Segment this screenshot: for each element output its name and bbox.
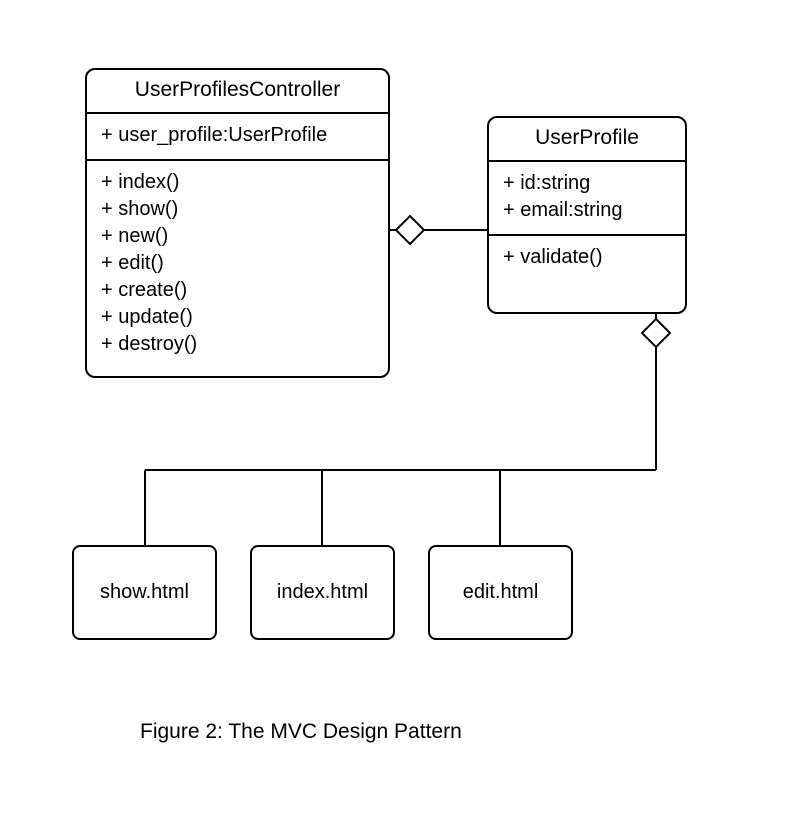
class-user-profile: UserProfile + id:string + email:string +… bbox=[487, 116, 687, 314]
class-attributes: + id:string + email:string bbox=[489, 162, 685, 236]
attr: + email:string bbox=[503, 197, 671, 224]
method: + validate() bbox=[503, 244, 671, 271]
class-title: UserProfilesController bbox=[87, 70, 388, 114]
attr: + id:string bbox=[503, 170, 671, 197]
class-attributes: + user_profile:UserProfile bbox=[87, 114, 388, 161]
class-user-profiles-controller: UserProfilesController + user_profile:Us… bbox=[85, 68, 390, 378]
view-index-html: index.html bbox=[250, 545, 395, 640]
method: + index() bbox=[101, 169, 374, 196]
class-title: UserProfile bbox=[489, 118, 685, 162]
view-show-html: show.html bbox=[72, 545, 217, 640]
method: + destroy() bbox=[101, 331, 374, 358]
method: + update() bbox=[101, 304, 374, 331]
method: + edit() bbox=[101, 250, 374, 277]
view-label: show.html bbox=[100, 581, 189, 604]
class-methods: + validate() bbox=[489, 236, 685, 281]
diagram-canvas: UserProfilesController + user_profile:Us… bbox=[0, 0, 800, 827]
attr: + user_profile:UserProfile bbox=[101, 122, 374, 149]
method: + create() bbox=[101, 277, 374, 304]
figure-caption: Figure 2: The MVC Design Pattern bbox=[140, 720, 462, 744]
method: + show() bbox=[101, 196, 374, 223]
class-methods: + index() + show() + new() + edit() + cr… bbox=[87, 161, 388, 368]
view-label: index.html bbox=[277, 581, 368, 604]
view-label: edit.html bbox=[463, 581, 539, 604]
view-edit-html: edit.html bbox=[428, 545, 573, 640]
method: + new() bbox=[101, 223, 374, 250]
